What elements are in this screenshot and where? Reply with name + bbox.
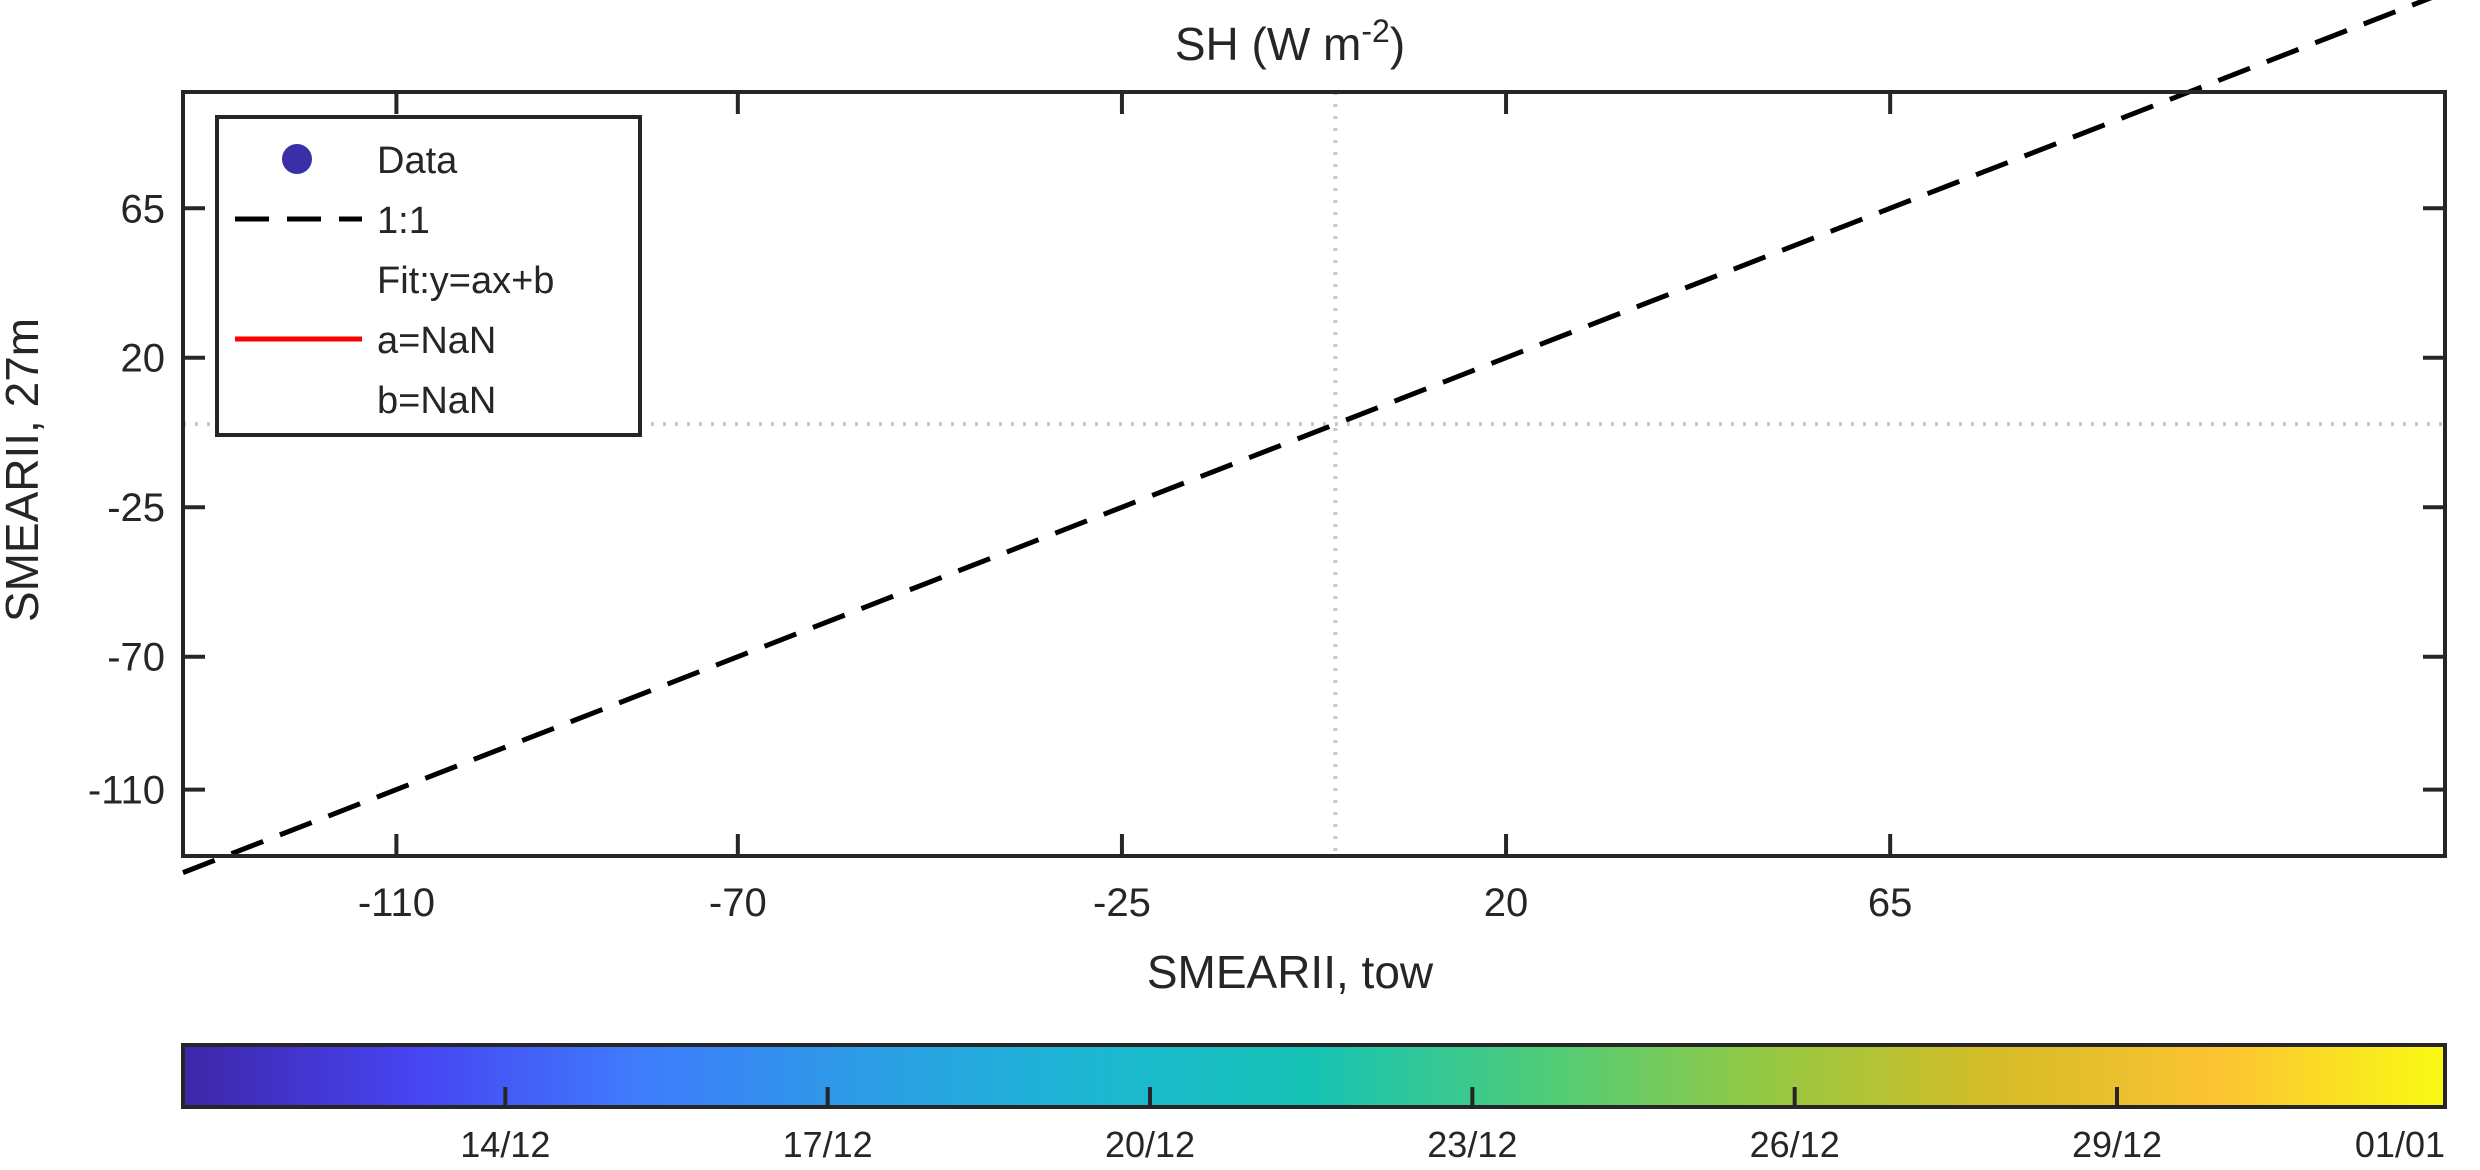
chart-title-main: SH (W m: [1175, 18, 1362, 70]
x-tick-label: 65: [1868, 881, 1913, 925]
x-tick-label: 20: [1484, 881, 1529, 925]
y-axis-label: SMEARII, 27m: [0, 318, 48, 622]
y-tick-label: -70: [107, 636, 165, 680]
colorbar-tick-label: 17/12: [783, 1124, 873, 1165]
colorbar: 14/12 17/12 20/12 23/12 26/12 29/12 01/01: [181, 1043, 2447, 1165]
colorbar-tick-label: 01/01: [2355, 1124, 2445, 1165]
zero-reference-lines: [183, 92, 2445, 856]
colorbar-tick-label: 14/12: [460, 1124, 550, 1165]
axes-box: [181, 90, 2447, 858]
chart-series: [182, 0, 2433, 875]
legend-marker-dot: [282, 144, 312, 174]
colorbar-tick-label: 20/12: [1105, 1124, 1195, 1165]
colorbar-tick-label: 26/12: [1750, 1124, 1840, 1165]
x-axis-ticks: -110 -70 -25 20 65: [358, 92, 1913, 925]
x-axis-label: SMEARII, tow: [1147, 946, 1434, 998]
y-tick-label: 20: [121, 337, 166, 381]
colorbar-tick-label: 29/12: [2072, 1124, 2162, 1165]
chart-title: SH (W m-2): [1175, 13, 1405, 70]
legend-label: b=NaN: [377, 380, 496, 422]
chart-title-superscript: -2: [1361, 13, 1389, 49]
y-tick-label: -25: [107, 486, 165, 530]
legend-label: a=NaN: [377, 320, 496, 362]
y-axis-ticks: -110 -70 -25 20 65: [88, 187, 2445, 813]
x-tick-label: -25: [1093, 881, 1151, 925]
y-tick-label: 65: [121, 187, 166, 231]
axes-frame: [181, 90, 2447, 858]
legend-label: 1:1: [377, 200, 430, 242]
chart-title-suffix: ): [1390, 18, 1405, 70]
series-line-1: [182, 0, 2433, 875]
legend-label: Fit:y=ax+b: [377, 260, 554, 302]
x-tick-label: -70: [709, 881, 767, 925]
legend-label: Data: [377, 140, 458, 182]
x-tick-label: -110: [358, 881, 435, 925]
colorbar-tick-label: 23/12: [1427, 1124, 1517, 1165]
colorbar-gradient: [183, 1045, 2445, 1107]
colorbar-frame: [181, 1043, 2447, 1109]
y-tick-label: -110: [88, 769, 165, 813]
legend: Data 1:1 Fit:y=ax+b a=NaN b=NaN: [215, 115, 642, 437]
